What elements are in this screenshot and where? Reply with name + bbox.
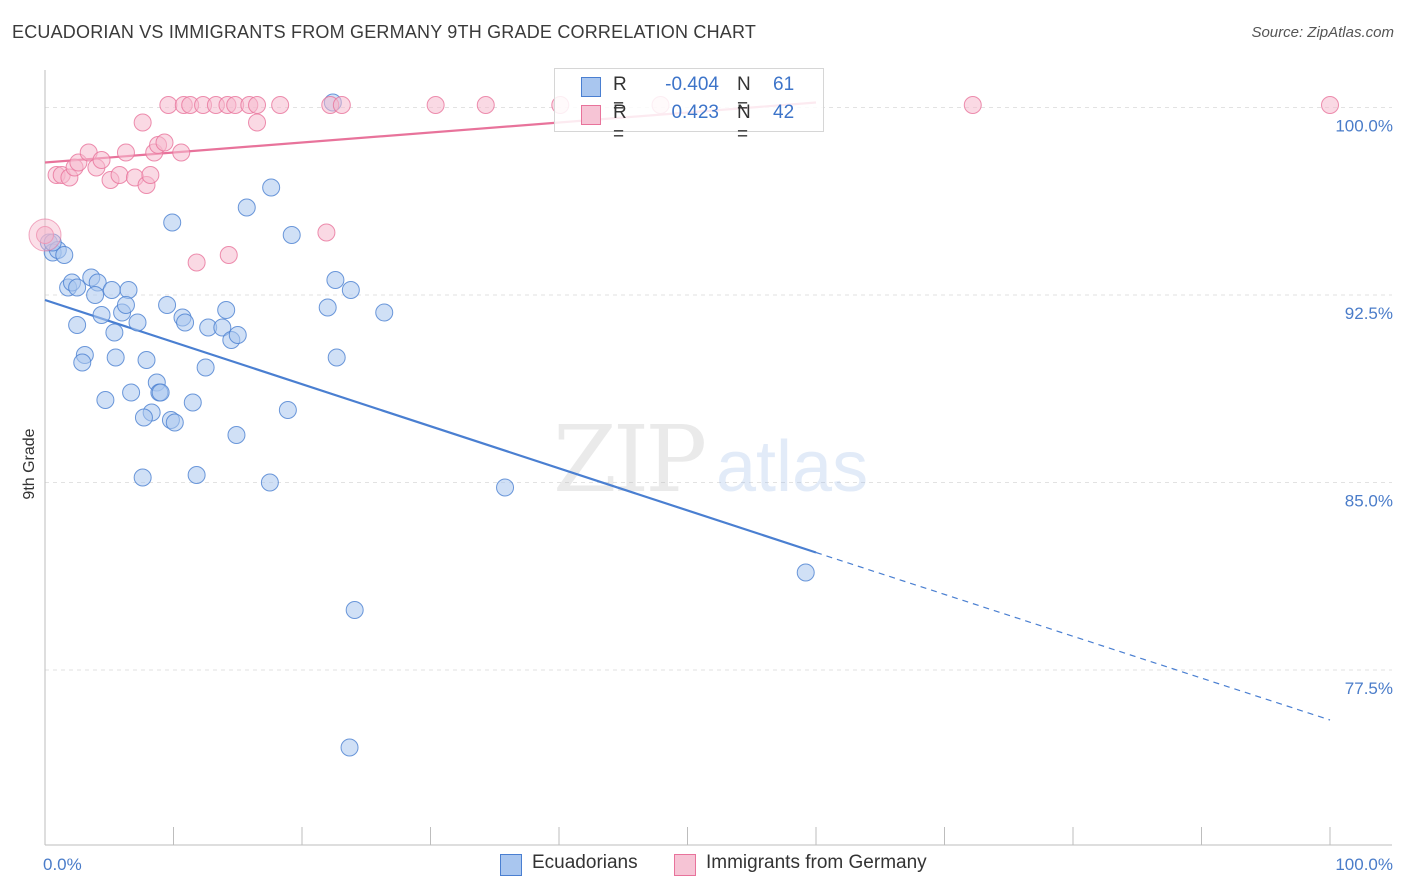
germany-point (271, 96, 290, 114)
ecuadorian-point (122, 383, 141, 402)
ecuadorian-point (86, 286, 105, 304)
germany-point (172, 143, 191, 162)
chart-title: ECUADORIAN VS IMMIGRANTS FROM GERMANY 9T… (12, 22, 757, 42)
n-value: 42 (773, 102, 795, 123)
r-value: -0.404 (665, 74, 719, 95)
ecuadorian-point (102, 281, 121, 299)
ecuadorian-point (163, 213, 182, 232)
germany-point (92, 151, 111, 169)
germany-point (332, 96, 351, 114)
ecuadorian-trend-line (44, 298, 817, 554)
pink-swatch (581, 105, 601, 125)
germany-point (187, 253, 206, 272)
germany-point (1321, 96, 1339, 114)
ecuadorian-point (262, 178, 281, 197)
ecuadorian-point (796, 563, 815, 582)
x-tick-label: 100.0% (1335, 855, 1393, 874)
ecuadorian-point (68, 278, 87, 297)
germany-point (317, 223, 336, 242)
watermark-atlas: atlas (716, 427, 868, 507)
ecuadorian-point (158, 296, 177, 314)
data-points (28, 93, 1339, 757)
germany-point (219, 246, 238, 264)
ecuadorian-point (213, 318, 232, 337)
ecuadorian-point (340, 738, 359, 757)
ecuadorian-point (326, 271, 345, 289)
axes (44, 70, 1392, 846)
ecuadorian-point (345, 601, 364, 619)
ecuadorian-point (217, 301, 236, 319)
ecuadorian-point (318, 298, 337, 317)
gridlines (45, 107, 1392, 671)
watermark-zip: ZIP (553, 406, 704, 513)
ecuadorian-point (196, 358, 215, 377)
ecuadorian-point (227, 426, 246, 444)
n-label: N = (737, 102, 751, 145)
legend-label: Ecuadorians (532, 852, 638, 873)
correlation-legend: R = -0.404 N = 61 R = 0.423 N = 42 (554, 68, 824, 145)
ecuadorian-point (278, 401, 297, 419)
r-label: R = (613, 74, 627, 117)
germany-point (28, 218, 62, 252)
germany-point (116, 143, 135, 162)
ecuadorian-point (327, 348, 346, 367)
r-value: 0.423 (671, 102, 719, 123)
germany-point (248, 113, 267, 132)
ecuadorian-point (105, 323, 124, 342)
ecuadorian-point (187, 466, 206, 484)
y-tick-label: 77.5% (1345, 679, 1393, 698)
ecuadorian-point (68, 316, 87, 334)
ecuadorian-point (496, 478, 515, 497)
germany-point (141, 166, 160, 184)
germany-point (155, 133, 174, 152)
legend-label: Immigrants from Germany (706, 852, 927, 873)
y-tick-label: 92.5% (1345, 304, 1393, 323)
x-tick-label: 0.0% (43, 855, 82, 874)
source-credit: Source: ZipAtlas.com (1251, 24, 1394, 41)
ecuadorian-point (183, 393, 202, 412)
ecuadorian-point (137, 351, 156, 369)
ecuadorian-point (237, 198, 256, 217)
germany-point (133, 113, 152, 132)
ecuadorian-point (128, 313, 147, 332)
ecuadorian-point (375, 303, 394, 322)
germany-point (476, 96, 495, 114)
ecuadorian-point (55, 246, 74, 264)
ecuadorian-point (341, 281, 360, 299)
ecuadorian-point (260, 473, 279, 492)
ecuadorian-point (92, 306, 111, 324)
tick-labels: 77.5% 85.0% 92.5% 100.0% 0.0% 100.0% (43, 117, 1393, 875)
ecuadorian-point (116, 296, 135, 314)
ecuadorian-point (96, 391, 115, 409)
y-tick-label: 85.0% (1345, 492, 1393, 511)
germany-point (36, 226, 54, 244)
ecuadorian-point (228, 326, 247, 344)
y-axis-label: 9th Grade (21, 428, 38, 499)
pink-swatch (674, 854, 696, 876)
germany-point (110, 166, 129, 184)
ecuadorian-point (73, 353, 92, 372)
ecuadorian-point (165, 413, 184, 432)
germany-point (248, 96, 267, 114)
ecuadorian-point (106, 348, 125, 367)
blue-swatch (581, 77, 601, 97)
ecuadorian-point (151, 383, 170, 402)
germany-point (159, 96, 178, 114)
y-tick-label: 100.0% (1335, 117, 1393, 136)
r-label: R = (613, 102, 627, 145)
ecuadorian-point (119, 281, 138, 299)
ecuadorian-trend-extension (815, 551, 1331, 721)
n-value: 61 (773, 74, 795, 95)
germany-point (426, 96, 445, 114)
ecuadorian-point (176, 313, 195, 332)
watermark: ZIP atlas (553, 406, 868, 513)
ecuadorian-point (133, 468, 152, 487)
germany-point (963, 96, 982, 114)
ecuadorian-point (282, 226, 301, 244)
blue-swatch (500, 854, 522, 876)
n-label: N = (737, 74, 751, 117)
ecuadorian-point (134, 408, 153, 427)
